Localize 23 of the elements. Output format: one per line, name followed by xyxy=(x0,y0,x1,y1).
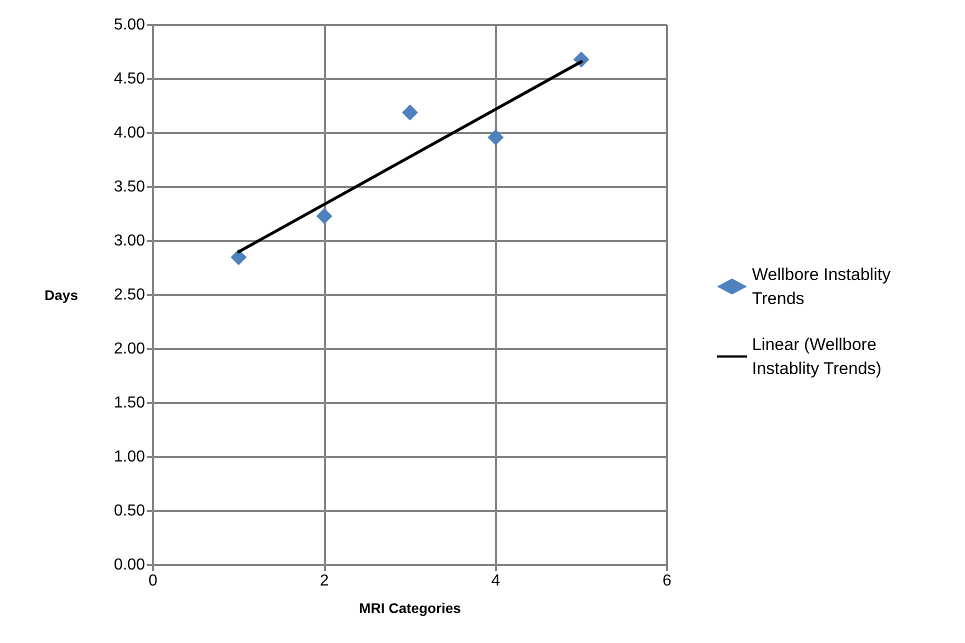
y-tick-label: 3.00 xyxy=(114,232,146,250)
point xyxy=(402,104,418,120)
legend-label: Linear (Wellbore Instablity Trends) xyxy=(752,335,882,378)
x-tick-label: 6 xyxy=(662,572,672,590)
y-tick-label: 5.00 xyxy=(114,16,146,34)
x-tick-label: 4 xyxy=(491,572,500,590)
y-tick-label: 0.00 xyxy=(114,556,146,574)
legend-label: Wellbore Instablity Trends xyxy=(752,265,896,308)
point xyxy=(488,129,504,146)
y-tick-label: 1.50 xyxy=(114,394,146,412)
y-tick-label: 4.50 xyxy=(114,70,146,88)
y-tick-label: 3.50 xyxy=(114,178,146,196)
x-tick-label: 2 xyxy=(320,572,329,590)
y-tick-label: 2.50 xyxy=(114,286,146,304)
y-axis-title: Days xyxy=(44,287,78,303)
y-tick-label: 1.00 xyxy=(114,448,146,466)
x-tick-label: 0 xyxy=(148,572,158,590)
point xyxy=(230,249,247,266)
y-tick-label: 0.50 xyxy=(114,502,146,520)
y-tick-label: 4.00 xyxy=(114,124,146,142)
x-axis-title: MRI Categories xyxy=(359,600,462,616)
point xyxy=(316,208,332,224)
y-tick-label: 2.00 xyxy=(114,340,146,358)
